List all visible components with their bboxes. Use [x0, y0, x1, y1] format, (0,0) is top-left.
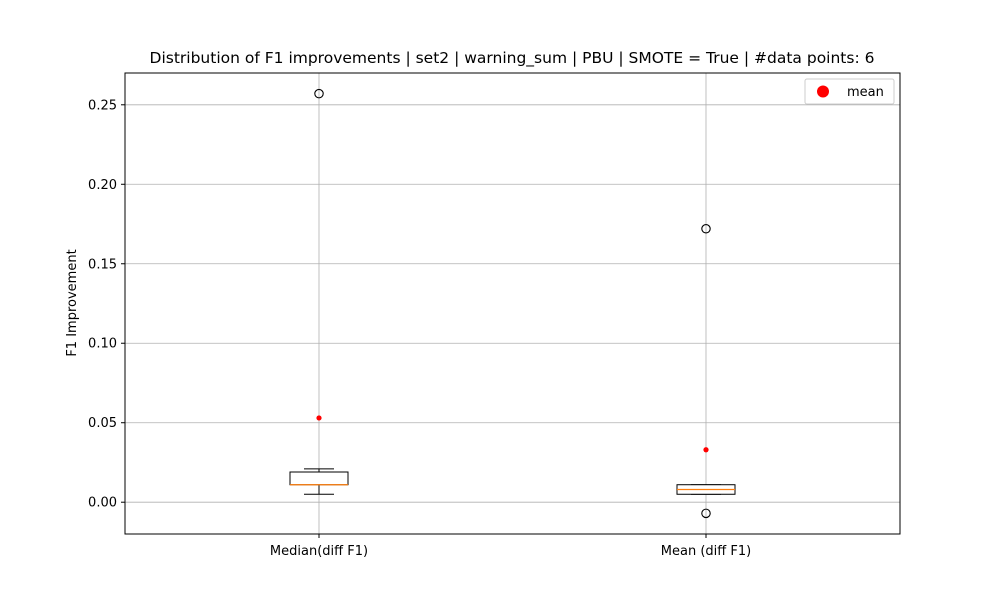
- x-tick-label: Mean (diff F1): [661, 544, 751, 559]
- iqr-box: [289, 471, 349, 486]
- plot-frame: [124, 72, 901, 535]
- mean-point: [316, 415, 322, 421]
- y-tick-label: 0.25: [88, 98, 117, 113]
- box-layer: [289, 88, 736, 519]
- y-tick-label: 0.05: [88, 416, 117, 431]
- y-tick-label: 0.10: [88, 337, 117, 352]
- y-axis-label: F1 Improvement: [65, 249, 80, 356]
- x-ticks: Median(diff F1) Mean (diff F1): [270, 534, 751, 559]
- mean-point: [703, 447, 709, 453]
- y-ticks: 0.00 0.05 0.10 0.15 0.20 0.25: [88, 98, 125, 511]
- x-tick-label: Median(diff F1): [270, 544, 368, 559]
- legend-mean-marker: [817, 85, 829, 98]
- legend-box: [804, 78, 895, 105]
- y-tick-label: 0.15: [88, 257, 117, 272]
- y-tick-label: 0.00: [88, 496, 117, 511]
- y-tick-label: 0.20: [88, 178, 117, 193]
- legend: mean: [804, 78, 895, 105]
- outlier-point: [701, 508, 711, 519]
- legend-mean-label: mean: [847, 85, 884, 100]
- outlier-point: [314, 88, 324, 99]
- outlier-point: [701, 224, 711, 234]
- grid-layer: [125, 73, 900, 534]
- chart-title: Distribution of F1 improvements | set2 |…: [150, 49, 875, 68]
